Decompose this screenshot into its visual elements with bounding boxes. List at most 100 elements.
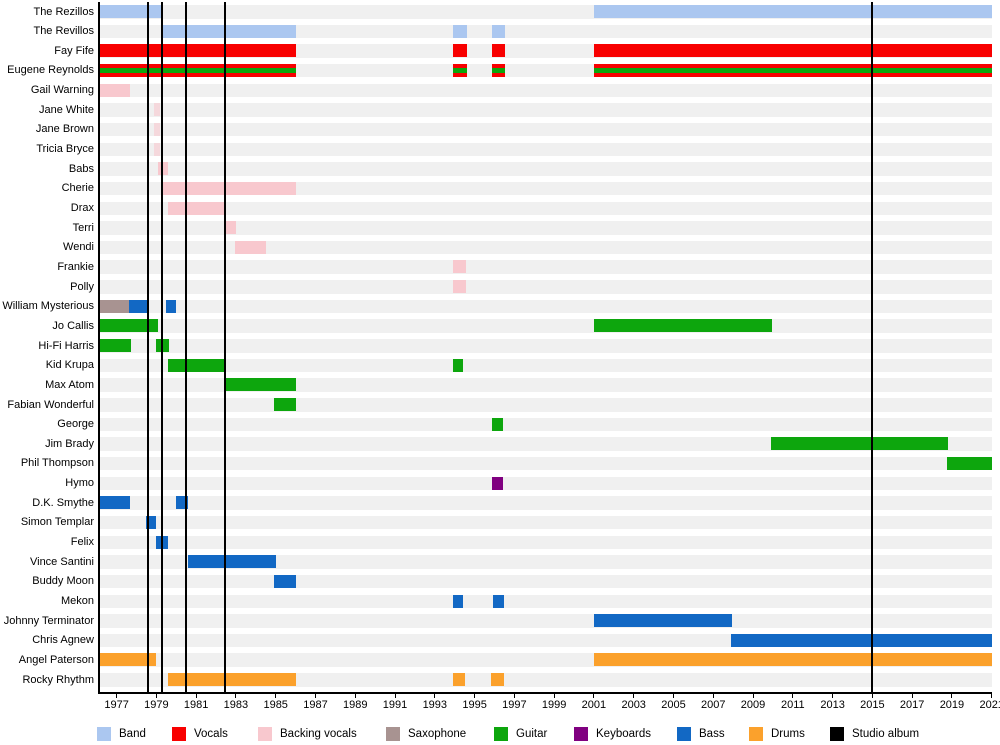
member-label: Terri <box>72 221 94 234</box>
axis-tick-label: 2001 <box>581 699 607 711</box>
bar-guitar <box>946 456 992 470</box>
legend-swatch-band <box>97 727 111 741</box>
axis-tick <box>155 691 157 698</box>
axis-tick-label: 2009 <box>740 699 766 711</box>
member-label: D.K. Smythe <box>32 496 94 509</box>
member-label: William Mysterious <box>2 300 94 313</box>
axis-tick-label: 1999 <box>541 699 567 711</box>
member-label: Max Atom <box>45 378 94 391</box>
legend-swatch-keys <box>574 727 588 741</box>
legend-label: Keyboards <box>596 728 651 740</box>
bar-vocals <box>99 44 296 58</box>
axis-tick-label: 1995 <box>462 699 487 711</box>
axis-tick-label: 1993 <box>422 699 448 711</box>
row-stripe <box>99 83 992 98</box>
bar-keys <box>491 476 504 490</box>
axis-tick <box>195 691 197 698</box>
bar-sax <box>99 299 129 313</box>
row-stripe <box>99 201 992 215</box>
bar-bass <box>99 496 130 510</box>
axis-tick <box>672 691 674 698</box>
row-stripe <box>99 299 992 314</box>
row-stripe <box>99 515 992 530</box>
member-label: Jane White <box>38 103 94 116</box>
row-stripe <box>99 574 992 589</box>
bar-bass <box>128 299 149 313</box>
bar-bass <box>593 614 732 628</box>
plot-area <box>97 2 992 694</box>
legend-swatch-album <box>830 727 844 741</box>
bar-vocals_guitar <box>452 63 467 77</box>
row-stripe <box>99 437 992 451</box>
bar-guitar <box>593 319 772 333</box>
row-stripe <box>99 535 992 550</box>
axis-tick-label: 1987 <box>303 699 328 711</box>
row-stripe <box>99 378 992 392</box>
member-label: Angel Paterson <box>18 653 94 666</box>
bar-vocals <box>452 44 467 58</box>
bar-guitar <box>491 417 504 431</box>
axis-tick <box>354 691 356 698</box>
bar-bass <box>452 594 463 608</box>
bar-drums <box>168 673 296 687</box>
bar-guitar <box>224 378 296 392</box>
studio-album-line <box>871 2 874 692</box>
bar-backing <box>153 122 161 136</box>
bar-band <box>593 5 992 18</box>
member-label: Fay Fife <box>54 44 94 57</box>
row-stripe <box>99 240 992 255</box>
row-stripe <box>99 221 992 235</box>
bar-vocals_guitar <box>593 63 992 77</box>
legend-swatch-vocals <box>172 727 186 741</box>
bar-backing <box>224 221 237 235</box>
axis-tick <box>394 691 396 698</box>
axis-tick <box>314 691 316 698</box>
axis-tick-label: 1985 <box>263 699 288 711</box>
member-label: Tricia Bryce <box>36 143 94 156</box>
member-label: Rocky Rhythm <box>22 673 94 686</box>
row-stripe <box>99 24 992 39</box>
member-label: Jim Brady <box>45 437 94 450</box>
axis-tick-label: 1977 <box>104 699 129 711</box>
axis-tick <box>832 691 834 698</box>
legend-swatch-drums <box>749 727 763 741</box>
legend-label: Backing vocals <box>280 728 357 740</box>
legend-label: Saxophone <box>408 728 467 740</box>
legend-swatch-guitar <box>494 727 508 741</box>
bar-bass <box>166 299 177 313</box>
bar-backing <box>153 103 161 117</box>
axis-tick-label: 2011 <box>780 699 805 711</box>
axis-tick-label: 1981 <box>183 699 209 711</box>
row-stripe <box>99 673 992 687</box>
bar-backing <box>452 260 466 274</box>
member-label: Wendi <box>63 241 94 254</box>
legend-swatch-bass <box>677 727 691 741</box>
row-stripe <box>99 181 992 196</box>
bar-guitar-inner <box>491 67 506 73</box>
axis-tick <box>474 691 476 698</box>
axis-tick-label: 1979 <box>144 699 169 711</box>
bar-guitar <box>770 437 948 451</box>
legend-label: Vocals <box>194 728 228 740</box>
studio-album-line <box>185 2 188 692</box>
row-stripe <box>99 496 992 510</box>
legend-label: Drums <box>771 728 805 740</box>
member-label: Hi-Fi Harris <box>38 339 94 352</box>
axis-tick <box>951 691 953 698</box>
axis-tick <box>553 691 555 698</box>
member-label: Vince Santini <box>29 555 94 568</box>
axis-tick-label: 1983 <box>223 699 249 711</box>
row-stripe <box>99 142 992 157</box>
member-label: Phil Thompson <box>20 457 94 470</box>
bar-bass <box>188 555 276 569</box>
axis-tick-label: 1991 <box>382 699 408 711</box>
axis-tick-label: 2017 <box>899 699 925 711</box>
axis-tick-label: 2005 <box>661 699 686 711</box>
axis-tick-label: 2007 <box>701 699 726 711</box>
axis-tick <box>712 691 714 698</box>
bar-backing <box>158 162 169 176</box>
member-label: Buddy Moon <box>32 575 94 588</box>
row-stripe <box>99 122 992 137</box>
row-stripe <box>99 398 992 412</box>
